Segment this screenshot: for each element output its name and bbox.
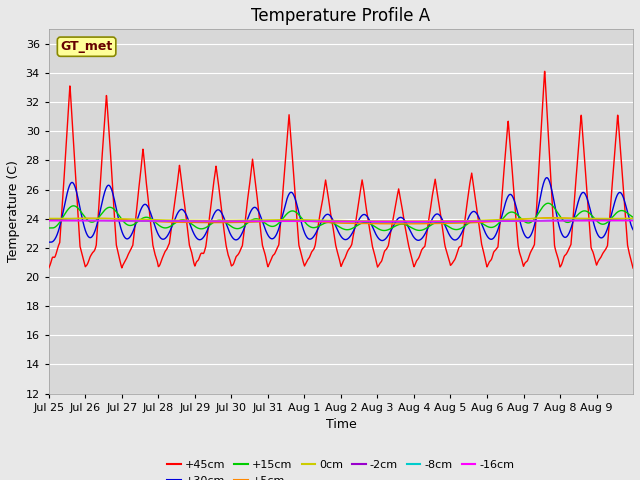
- Text: GT_met: GT_met: [60, 40, 113, 53]
- Y-axis label: Temperature (C): Temperature (C): [7, 160, 20, 263]
- Legend: +45cm, +30cm, +15cm, +5cm, 0cm, -2cm, -8cm, -16cm: +45cm, +30cm, +15cm, +5cm, 0cm, -2cm, -8…: [163, 456, 519, 480]
- Title: Temperature Profile A: Temperature Profile A: [252, 7, 431, 25]
- X-axis label: Time: Time: [326, 418, 356, 431]
